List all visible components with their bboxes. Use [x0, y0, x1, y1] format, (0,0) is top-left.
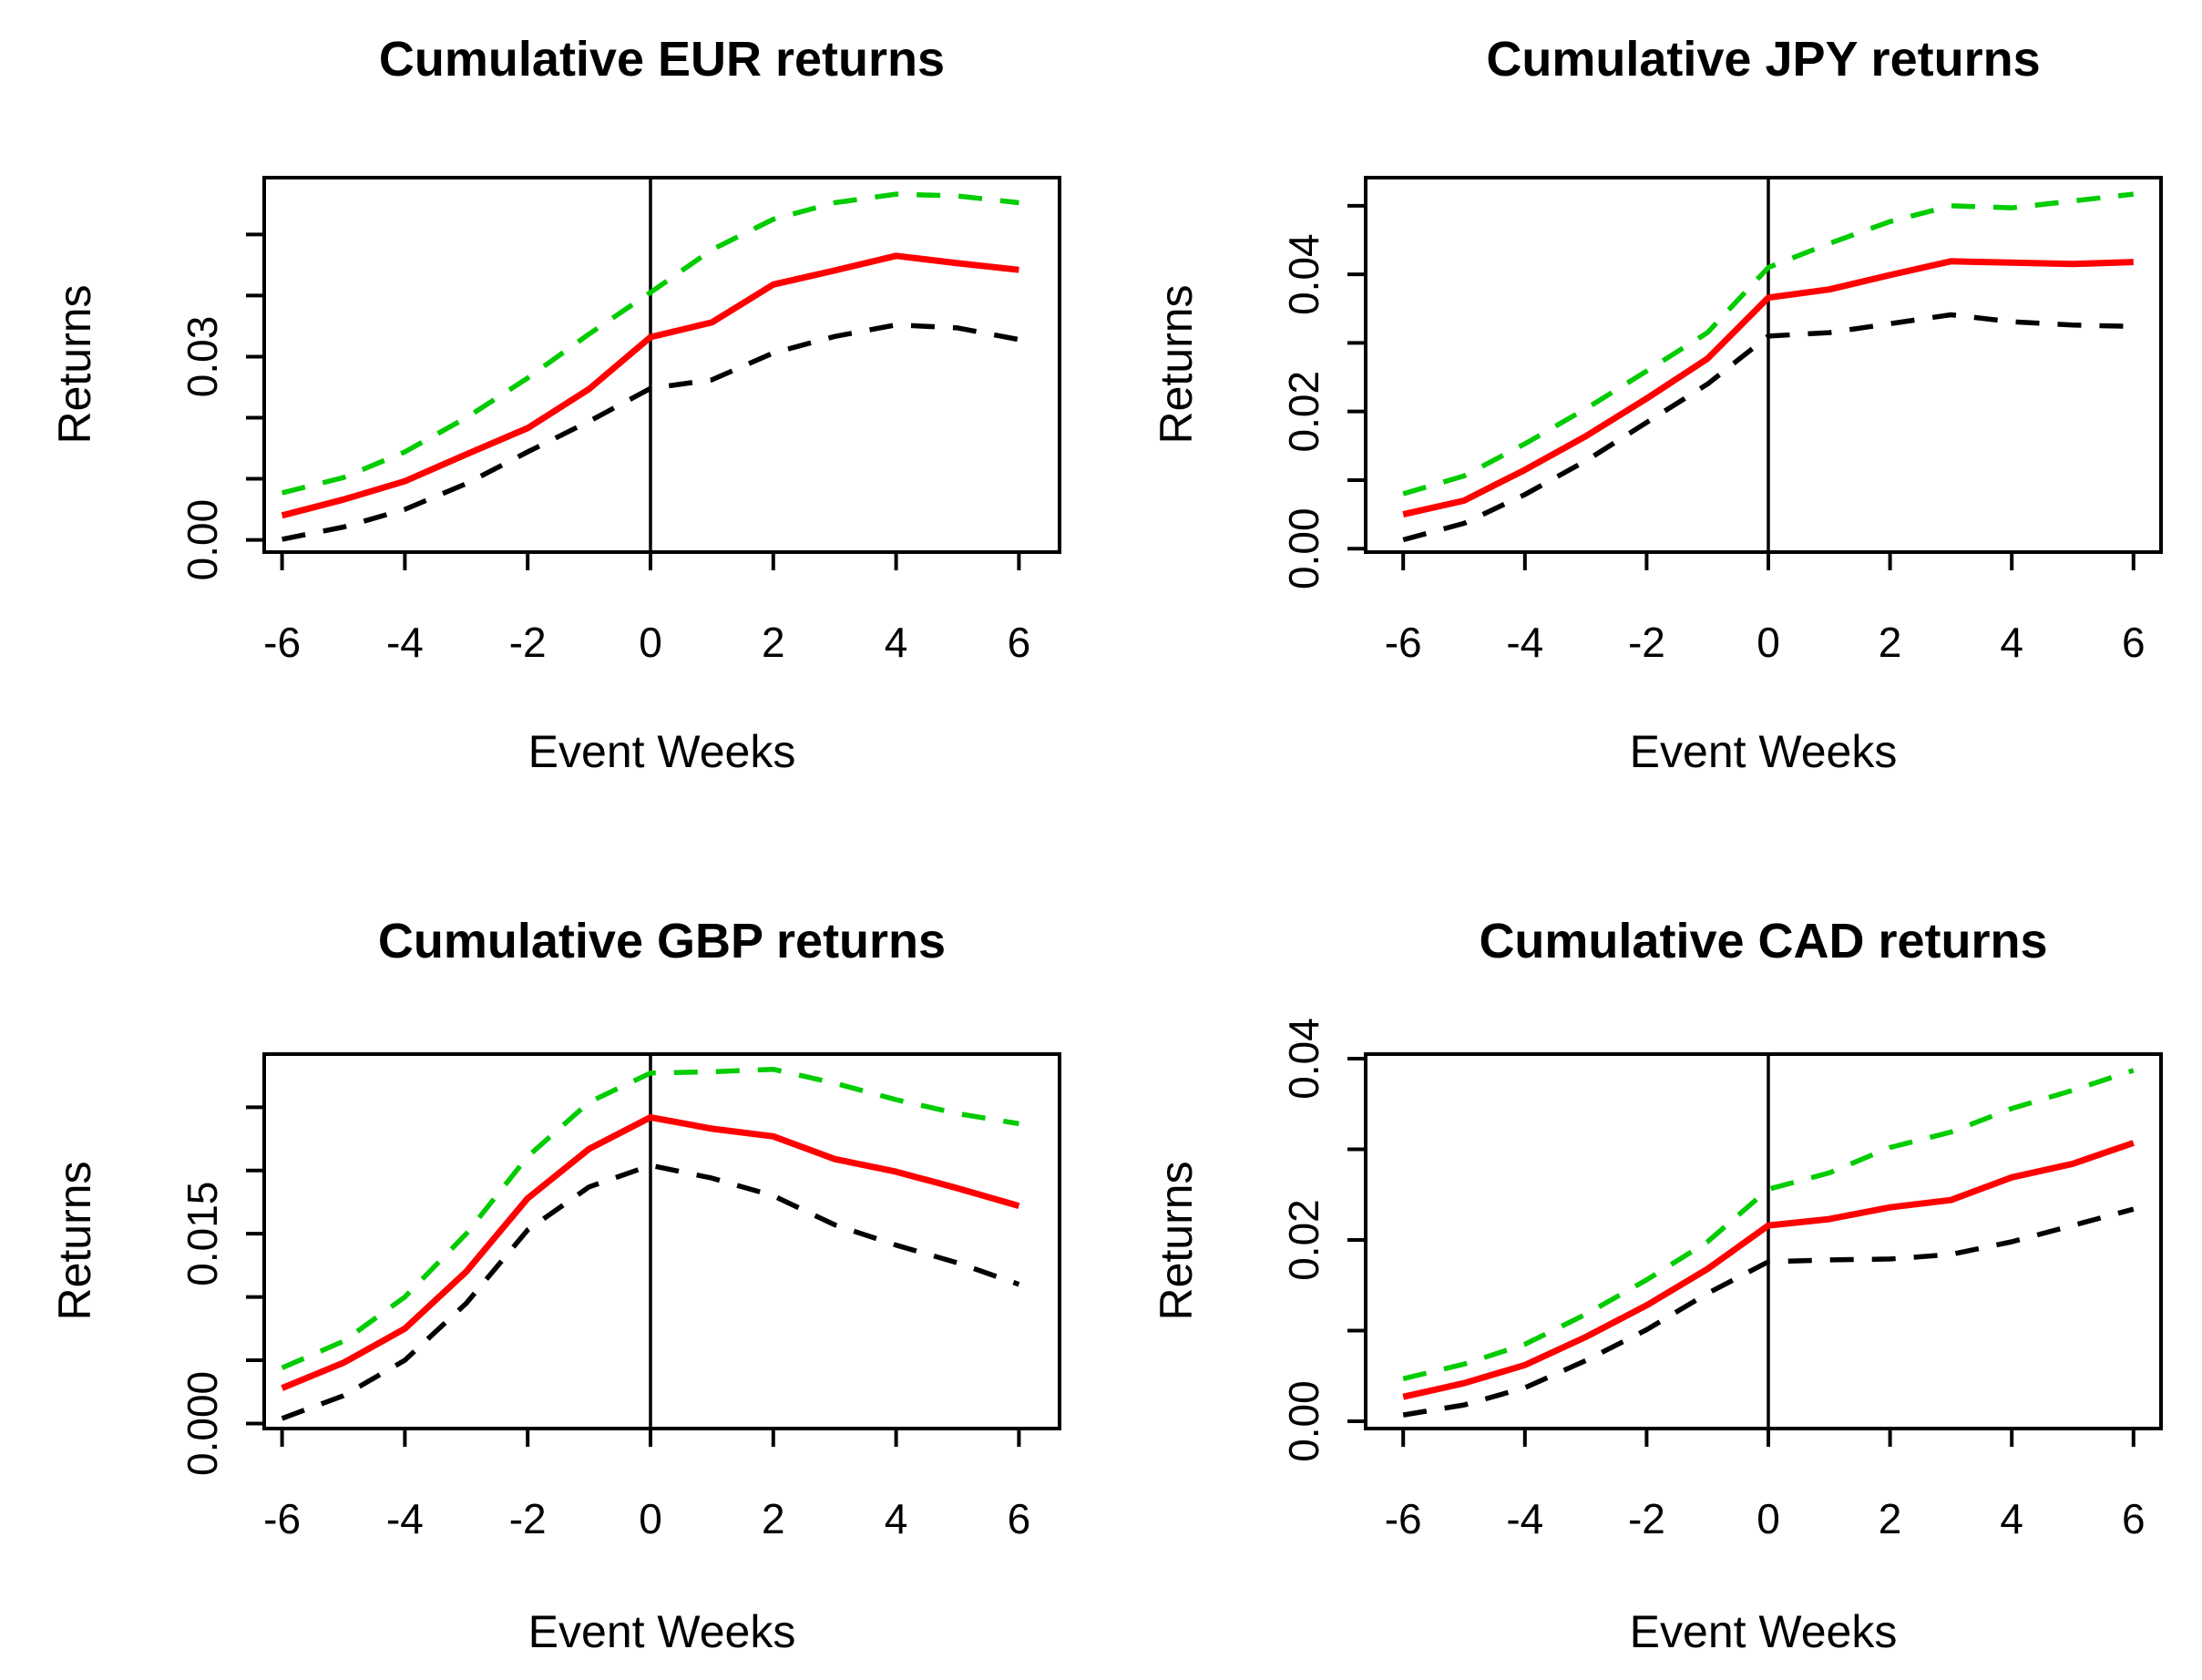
- series-upper-band-line: [281, 1066, 1019, 1370]
- x-axis-tick-label: -6: [263, 1495, 301, 1542]
- series-upper-band-line: [281, 191, 1019, 496]
- y-axis-tick-label: 0.02: [1280, 371, 1327, 453]
- series-upper-band-line: [1402, 191, 2135, 497]
- y-axis-tick-label: 0.00: [179, 499, 226, 581]
- x-axis-tick-label: 0: [1756, 1495, 1780, 1542]
- y-axis-tick-label: 0.04: [1280, 233, 1327, 315]
- x-axis-tick-label: 6: [1008, 619, 1031, 666]
- y-axis-tick-label: 0.04: [1280, 1018, 1327, 1100]
- chart-title-eur: Cumulative EUR returns: [378, 32, 946, 87]
- plot-box: [1364, 1052, 2163, 1430]
- x-axis-tick-label: -6: [263, 619, 301, 666]
- x-axis-tick-label: -4: [386, 619, 424, 666]
- x-axis-tick-label: -4: [386, 1495, 424, 1542]
- x-axis-tick-label: -6: [1385, 619, 1422, 666]
- x-axis-tick-label: 2: [762, 1495, 785, 1542]
- series-mean-line: [1402, 258, 2134, 518]
- x-axis-tick-label: -6: [1385, 1495, 1422, 1542]
- plot-area-jpy: -6 -4 -2 0 2 4 6 0.00 0.02 0.04: [1280, 176, 2163, 666]
- x-axis-tick-label: 6: [2122, 1495, 2146, 1542]
- y-axis-tick-label: 0.000: [179, 1371, 226, 1476]
- plot-box: [262, 176, 1061, 554]
- plot-area-gbp: -6 -4 -2 0 2 4 6 0.000 0.015: [179, 1052, 1061, 1542]
- panel-jpy: Cumulative JPY returns Returns -6 -4 -2 0 2 4…: [1101, 0, 2202, 840]
- x-axis-tick-label: 0: [639, 619, 662, 666]
- x-axis-tick-label: -2: [1628, 619, 1665, 666]
- x-axis-tick-label: 4: [2000, 1495, 2023, 1542]
- panel-eur: Cumulative EUR returns Returns -6 -4 -2 0 2 4…: [0, 0, 1101, 840]
- x-axis-title: Event Weeks: [1629, 1606, 1898, 1657]
- chart-title-jpy: Cumulative JPY returns: [1486, 32, 2041, 87]
- x-axis-tick-label: 2: [1879, 619, 1902, 666]
- y-axis-tick-label: 0.02: [1280, 1199, 1327, 1281]
- x-axis-tick-label: -4: [1506, 1495, 1543, 1542]
- series-lower-band-line: [282, 322, 1019, 542]
- x-axis-tick-label: 6: [1008, 1495, 1031, 1542]
- plot-box: [262, 1052, 1061, 1430]
- x-axis-tick-label: 2: [762, 619, 785, 666]
- y-axis-tick-label: 0.03: [179, 316, 226, 398]
- series-lower-band-line: [281, 1163, 1020, 1421]
- y-axis-tick-label: 0.00: [1280, 507, 1327, 589]
- chart-title-cad: Cumulative CAD returns: [1479, 914, 2048, 968]
- series-lower-band-line: [1402, 312, 2134, 543]
- series-lower-band-line: [1402, 1206, 2135, 1418]
- plot-box: [1364, 176, 2163, 554]
- x-axis-tick-label: -2: [509, 619, 547, 666]
- x-axis-tick-label: 4: [885, 619, 908, 666]
- x-axis-title: Event Weeks: [527, 726, 796, 777]
- series-upper-band-line: [1402, 1068, 2135, 1381]
- plot-area-eur: -6 -4 -2 0 2 4 6 0.00 0.03: [179, 176, 1061, 666]
- x-axis-tick-label: 2: [1879, 1495, 1902, 1542]
- y-axis-tick-label: 0.00: [1280, 1380, 1327, 1462]
- series-mean-line: [281, 252, 1019, 519]
- x-axis-tick-label: 0: [1756, 619, 1780, 666]
- x-axis-tick-label: 4: [885, 1495, 908, 1542]
- x-axis-tick-label: 6: [2122, 619, 2146, 666]
- panel-gbp: Cumulative GBP returns Returns -6 -4 -2 0 2 4…: [0, 840, 1101, 1680]
- panel-cad: Cumulative CAD returns Returns -6 -4 -2 0 2 4…: [1101, 840, 2202, 1680]
- x-axis-tick-label: 0: [639, 1495, 662, 1542]
- x-axis-tick-label: 4: [2000, 619, 2023, 666]
- series-mean-line: [1402, 1140, 2135, 1400]
- chart-title-gbp: Cumulative GBP returns: [377, 914, 947, 968]
- series-mean-line: [281, 1113, 1020, 1391]
- plot-area-cad: -6 -4 -2 0 2 4 6 0.00 0.02 0.04: [1280, 1018, 2163, 1542]
- x-axis-title: Event Weeks: [527, 1606, 796, 1657]
- x-axis-title: Event Weeks: [1629, 726, 1898, 777]
- x-axis-tick-label: -4: [1506, 619, 1543, 666]
- x-axis-tick-label: -2: [1628, 1495, 1665, 1542]
- x-axis-tick-label: -2: [509, 1495, 547, 1542]
- y-axis-tick-label: 0.015: [179, 1182, 226, 1286]
